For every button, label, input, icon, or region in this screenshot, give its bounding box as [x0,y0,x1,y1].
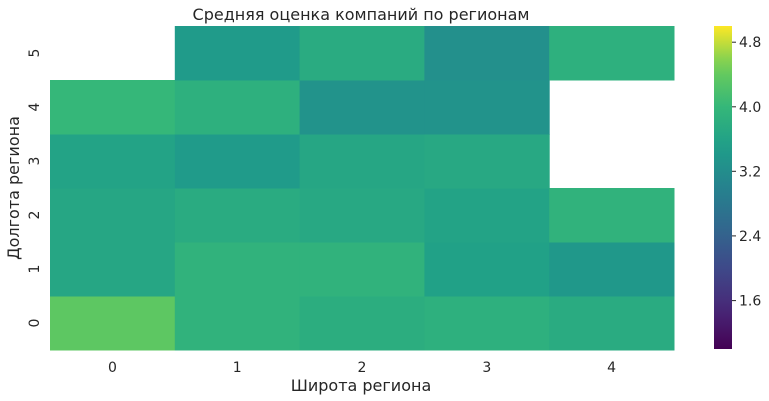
y-tick-label: 0 [27,319,43,328]
heatmap-cell-x1-y1 [174,242,301,297]
x-tick-label: 2 [358,360,367,376]
colorbar-tick-label: 3.2 [739,164,761,180]
colorbar-tick-label: 4.8 [739,35,761,51]
heatmap-cell-x0-y3 [50,134,176,189]
y-tick-label: 3 [27,157,43,166]
heatmap-cell-x2-y0 [299,296,425,351]
x-tick-label: 0 [108,360,117,376]
x-tick-label: 3 [482,360,491,376]
heatmap-cell-x1-y5 [174,26,301,81]
heatmap-cell-x0-y2 [50,188,176,243]
colorbar-tick-label: 2.4 [739,229,761,245]
heatmap-cell-x2-y2 [299,188,425,243]
y-tick-label: 1 [27,265,43,274]
x-axis-label: Широта региона [291,376,432,395]
y-tick-label: 4 [27,102,43,111]
heatmap-cell-x4-y1 [549,242,675,297]
heatmap-cell-x3-y2 [424,188,550,243]
heatmap-cell-x4-y0 [549,296,675,351]
y-tick-label: 2 [27,211,43,220]
colorbar [714,26,732,349]
x-tick-label: 4 [607,360,616,376]
heatmap-cell-x3-y1 [424,242,550,297]
y-tick-label: 5 [27,49,43,58]
heatmap-cell-x2-y5 [299,26,425,81]
heatmap-cell-x1-y3 [174,134,301,189]
heatmap-cell-x4-y5 [549,26,675,81]
heatmap-cell-x1-y0 [174,296,301,351]
heatmap-cell-x3-y5 [424,26,550,81]
heatmap-cell-x4-y2 [549,188,675,243]
heatmap-cell-x0-y4 [50,80,176,135]
heatmap-cell-x2-y4 [299,80,425,135]
y-axis-label: Долгота региона [4,116,23,260]
x-tick-labels: 0 1 2 3 4 [108,360,616,376]
heatmap-cells [50,26,675,351]
heatmap-cell-x2-y1 [299,242,425,297]
heatmap-cell-x3-y0 [424,296,550,351]
heatmap-cell-x1-y4 [174,80,301,135]
heatmap-cell-x2-y3 [299,134,425,189]
chart-title: Средняя оценка компаний по регионам [193,5,530,24]
colorbar-ticks: 1.6 2.4 3.2 4.0 4.8 [732,35,761,310]
colorbar-tick-label: 1.6 [739,294,761,310]
colorbar-tick-label: 4.0 [739,100,761,116]
heatmap-cell-x0-y1 [50,242,176,297]
y-tick-labels: 0 1 2 3 4 5 [27,49,43,328]
heatmap-cell-x3-y3 [424,134,550,189]
heatmap-cell-x3-y4 [424,80,550,135]
heatmap-cell-x0-y0 [50,296,176,351]
x-tick-label: 1 [233,360,242,376]
heatmap-cell-x1-y2 [174,188,301,243]
